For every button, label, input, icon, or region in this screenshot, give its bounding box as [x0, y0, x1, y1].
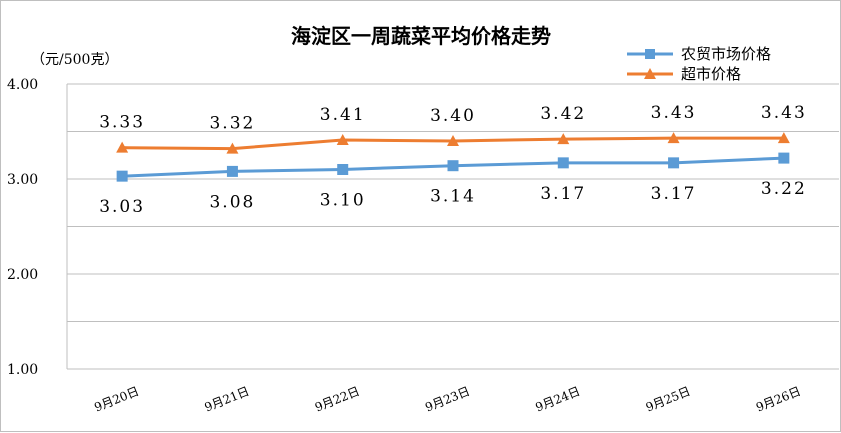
data-point [336, 134, 349, 146]
data-point [777, 132, 790, 144]
data-label: 3.42 [540, 104, 586, 124]
data-label: 3.41 [320, 105, 366, 125]
data-label: 3.32 [209, 114, 255, 134]
data-point [778, 152, 790, 164]
series-1: 3.03 3.08 3.10 3.14 3.17 3.17 3.22 [99, 152, 807, 217]
data-label: 3.03 [99, 197, 145, 217]
legend-marker [644, 68, 656, 79]
data-label: 3.22 [761, 179, 807, 199]
data-label: 3.14 [430, 187, 476, 207]
x-axis-ticks: 9月20日 9月21日 9月22日 9月23日 9月24日 9月25日 9月26日 [92, 384, 802, 415]
data-point [116, 170, 128, 182]
chart-title: 海淀区一周蔬菜平均价格走势 [291, 24, 551, 48]
data-point [447, 160, 459, 172]
data-label: 3.33 [99, 113, 145, 133]
series-layer: 3.03 3.08 3.10 3.14 3.17 3.17 3.22 3.33 3.32 3.41… [99, 103, 807, 217]
data-label: 3.10 [320, 191, 366, 211]
legend-marker [645, 49, 655, 59]
data-point [557, 133, 570, 145]
x-tick-label: 9月25日 [644, 384, 693, 415]
x-tick-label: 9月23日 [423, 384, 472, 415]
x-tick-label: 9月26日 [754, 384, 803, 415]
data-label: 3.17 [651, 184, 697, 204]
data-label: 3.43 [761, 103, 807, 123]
data-label: 3.43 [651, 103, 697, 123]
legend-item: 超市价格 [627, 65, 741, 83]
data-point [447, 135, 459, 146]
legend-item: 农贸市场价格 [627, 45, 771, 63]
data-point [668, 157, 680, 169]
x-tick-label: 9月22日 [313, 384, 362, 415]
y-tick-label: 3.00 [7, 172, 38, 188]
data-point [337, 164, 349, 175]
y-tick-label: 1.00 [7, 362, 38, 378]
x-tick-label: 9月20日 [92, 384, 141, 415]
data-point [226, 165, 238, 177]
x-tick-label: 9月21日 [203, 384, 252, 415]
data-point [116, 141, 129, 153]
data-label: 3.17 [540, 184, 586, 204]
y-tick-label: 2.00 [7, 267, 38, 283]
data-point [226, 142, 239, 154]
gridlines [66, 83, 839, 370]
y-tick-label: 4.00 [7, 77, 38, 93]
legend-label: 农贸市场价格 [681, 45, 771, 63]
y-axis-ticks: 4.00 3.00 2.00 1.00 [7, 77, 38, 378]
series-2: 3.33 3.32 3.41 3.40 3.42 3.43 3.43 [99, 103, 807, 154]
x-tick-label: 9月24日 [533, 384, 582, 415]
data-point [667, 132, 680, 144]
data-point [557, 157, 569, 169]
data-label: 3.08 [209, 192, 255, 212]
data-label: 3.40 [430, 106, 476, 126]
y-axis-unit-label: （元/500克） [31, 52, 118, 68]
legend-label: 超市价格 [681, 65, 741, 83]
